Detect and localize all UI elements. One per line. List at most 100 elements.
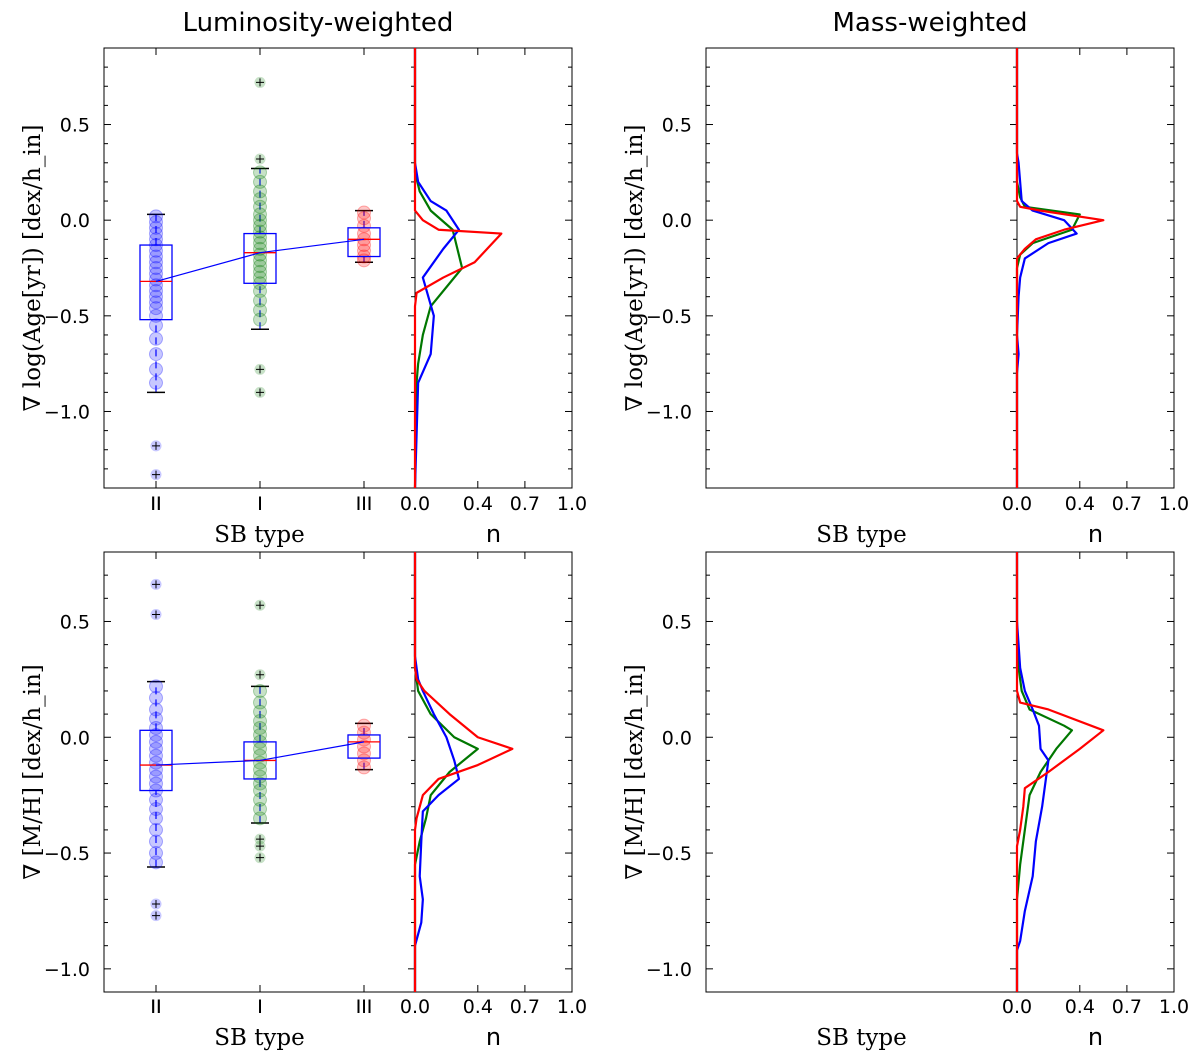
data-point xyxy=(149,846,163,861)
data-point xyxy=(253,213,267,228)
data-point xyxy=(253,802,267,817)
data-point xyxy=(149,679,163,694)
x-tick-label: II xyxy=(150,493,161,515)
data-point xyxy=(357,211,371,226)
box-axes-frame xyxy=(705,551,1018,993)
outlier-cross xyxy=(256,365,264,374)
y-tick-label: −1.0 xyxy=(646,401,692,423)
data-point xyxy=(149,802,163,817)
data-point xyxy=(253,283,267,298)
data-point xyxy=(253,192,267,207)
median-trend-line xyxy=(155,741,365,766)
x-tick-label: I xyxy=(257,493,263,515)
outlier-cross xyxy=(256,388,264,397)
outlier-cross xyxy=(256,842,264,851)
data-point xyxy=(149,755,163,770)
y-tick-label: 0.5 xyxy=(662,115,692,137)
data-point xyxy=(253,207,267,222)
hist-line-I xyxy=(1015,48,1081,488)
data-point xyxy=(357,218,371,233)
data-point xyxy=(149,295,163,310)
outlier-halo xyxy=(255,864,266,875)
outlier-halo xyxy=(255,871,266,882)
y-minor-ticks xyxy=(706,47,1174,489)
data-point xyxy=(253,776,267,791)
data-point xyxy=(150,195,163,208)
data-point xyxy=(357,739,371,754)
outlier-point xyxy=(151,635,162,646)
y-tick-label: −1.0 xyxy=(44,401,90,423)
hist-x-tick-label: 0.4 xyxy=(1065,996,1095,1018)
x-axis-label: SB type xyxy=(816,522,907,548)
outlier-point xyxy=(255,871,266,882)
data-point xyxy=(149,283,163,298)
y-tick-label: 0.5 xyxy=(60,611,90,633)
hist-x-axis-label: n xyxy=(486,520,501,548)
data-point xyxy=(357,753,371,768)
x-tick-label: I xyxy=(257,996,263,1018)
data-point xyxy=(253,236,267,251)
panels: 0.50.0−0.5−1.0II I III 0.0 0.4 0.7 1.0SB type n… xyxy=(20,47,1189,1051)
hist-x-tick-label: 0.7 xyxy=(510,996,540,1018)
data-point xyxy=(357,760,371,775)
hist-x-tick-label: 0.4 xyxy=(1065,493,1095,515)
hist-line-III xyxy=(1015,48,1105,488)
outlier-point xyxy=(255,880,266,891)
hist-x-tick-label: 1.0 xyxy=(1159,996,1189,1018)
data-point xyxy=(357,238,371,253)
data-point xyxy=(149,822,163,837)
data-point xyxy=(357,243,371,258)
data-point xyxy=(253,199,267,214)
outlier-halo xyxy=(151,635,162,646)
data-point xyxy=(149,834,163,849)
hist-x-tick-label: 0.4 xyxy=(463,493,493,515)
data-point xyxy=(253,783,267,798)
outlier-point xyxy=(151,163,162,174)
column-title-mass: Mass-weighted xyxy=(833,8,1028,38)
hist-x-tick-label: 1.0 xyxy=(1159,493,1189,515)
hist-x-axis-label: n xyxy=(486,1023,501,1051)
x-tick-label: III xyxy=(356,996,373,1018)
data-point xyxy=(149,748,163,763)
column-title-luminosity: Luminosity-weighted xyxy=(183,8,454,38)
data-point xyxy=(253,695,267,710)
x-tick-label: I xyxy=(257,493,263,515)
data-point xyxy=(149,209,163,224)
y-tick-label: −0.5 xyxy=(44,843,90,865)
hist-line-II xyxy=(1015,48,1078,488)
hist-x-tick-label: 0.0 xyxy=(1002,996,1032,1018)
data-point xyxy=(149,702,163,717)
hist-x-tick-label: 1.0 xyxy=(557,493,587,515)
hist-x-tick-label: 0.7 xyxy=(510,493,540,515)
hist-line-I xyxy=(413,48,464,488)
plot-area xyxy=(151,552,1105,992)
data-point xyxy=(253,264,267,279)
data-point xyxy=(149,690,163,705)
outlier-point xyxy=(254,833,266,845)
hist-line-II xyxy=(413,552,461,992)
hist-line-II xyxy=(1015,552,1050,992)
hist-x-tick-label: 0.7 xyxy=(1112,996,1142,1018)
outlier-point xyxy=(150,898,162,910)
outlier-halo xyxy=(359,799,370,810)
x-tick-label: III xyxy=(356,493,373,515)
data-point xyxy=(253,253,267,268)
x-axis-label: SB type xyxy=(214,1025,305,1051)
data-point xyxy=(253,184,267,199)
outlier-halo xyxy=(255,931,266,942)
plot-area xyxy=(150,48,1105,488)
outlier-point xyxy=(254,76,266,88)
y-tick-label: 0.0 xyxy=(60,210,90,232)
hist-line-III xyxy=(413,552,514,992)
outlier-point xyxy=(255,864,266,875)
data-point xyxy=(149,811,163,826)
data-point xyxy=(149,375,163,390)
data-point xyxy=(357,205,371,220)
y-tick-label: 0.0 xyxy=(60,727,90,749)
panel-top-left: 0.50.0−0.5−1.0II I III 0.0 0.4 0.7 1.0SB type n… xyxy=(20,47,587,548)
data-point xyxy=(253,259,267,274)
outlier-cross xyxy=(256,932,264,940)
data-point xyxy=(253,811,267,826)
hist-axes-frame xyxy=(414,47,573,489)
data-point xyxy=(253,270,267,285)
